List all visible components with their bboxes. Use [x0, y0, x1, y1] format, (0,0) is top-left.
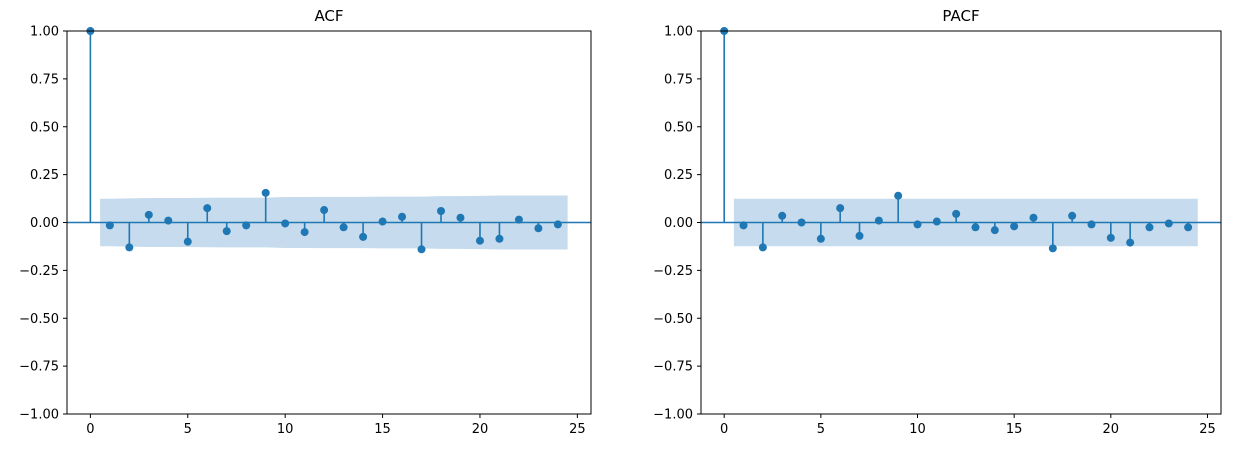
acf-marker-16	[398, 212, 407, 221]
pacf-marker-6	[836, 204, 845, 213]
acf-marker-14	[359, 232, 368, 241]
acf-marker-23	[534, 224, 543, 233]
acf-marker-22	[514, 215, 523, 224]
pacf-marker-11	[932, 217, 941, 226]
pacf-marker-16	[1029, 213, 1038, 222]
acf-marker-17	[417, 245, 426, 254]
acf-ytick-label: −1.00	[19, 408, 59, 423]
pacf-ytick-label: −0.75	[653, 360, 693, 375]
pacf-marker-19	[1087, 220, 1096, 229]
pacf-title: PACF	[942, 7, 979, 25]
acf-marker-18	[437, 207, 446, 216]
acf-xtick-label: 25	[569, 422, 586, 437]
acf-marker-21	[495, 234, 504, 243]
acf-ytick-label: 0.00	[30, 216, 59, 231]
pacf-marker-2	[758, 243, 767, 252]
pacf-ytick-label: 0.00	[664, 216, 693, 231]
acf-marker-19	[456, 213, 465, 222]
pacf-xtick-label: 25	[1199, 422, 1216, 437]
acf-marker-12	[320, 206, 329, 215]
pacf-xtick-label: 15	[1006, 422, 1023, 437]
acf-ytick-label: 0.25	[30, 168, 59, 183]
acf-xtick-label: 20	[472, 422, 489, 437]
pacf-ytick-label: 0.25	[664, 168, 693, 183]
acf-title: ACF	[314, 7, 343, 25]
pacf-marker-8	[874, 216, 883, 225]
acf-marker-5	[183, 237, 192, 246]
pacf-marker-21	[1126, 238, 1135, 247]
pacf-marker-1	[739, 221, 748, 230]
acf-marker-3	[144, 210, 153, 219]
pacf-marker-3	[778, 211, 787, 220]
pacf-marker-10	[913, 220, 922, 229]
pacf-ytick-label: −0.25	[653, 264, 693, 279]
acf-marker-10	[281, 219, 290, 228]
acf-ytick-label: 0.50	[30, 120, 59, 135]
pacf-xtick-label: 20	[1103, 422, 1120, 437]
pacf-xtick-label: 5	[817, 422, 825, 437]
acf-ytick-label: 0.75	[30, 72, 59, 87]
pacf-xtick-label: 10	[909, 422, 926, 437]
pacf-chart-panel: −1.00 −0.75 −0.50 −0.25 0.00 0.25 0.50 0.75 1.00…	[653, 7, 1222, 437]
acf-xtick-label: 10	[277, 422, 294, 437]
pacf-ytick-label: 1.00	[664, 25, 693, 40]
acf-ytick-label: −0.25	[19, 264, 59, 279]
pacf-marker-24	[1184, 223, 1193, 232]
pacf-marker-5	[816, 234, 825, 243]
acf-xtick-label: 0	[86, 422, 94, 437]
pacf-marker-7	[855, 231, 864, 240]
pacf-marker-12	[952, 209, 961, 218]
pacf-marker-13	[971, 223, 980, 232]
pacf-marker-22	[1145, 223, 1154, 232]
acf-marker-4	[164, 216, 173, 225]
acf-xtick-label: 5	[184, 422, 192, 437]
pacf-marker-18	[1068, 211, 1077, 220]
acf-xtick-label: 15	[374, 422, 391, 437]
acf-ytick-label: 1.00	[30, 25, 59, 40]
acf-marker-7	[222, 227, 231, 236]
acf-marker-2	[125, 243, 134, 252]
acf-ytick-label: −0.75	[19, 360, 59, 375]
acf-marker-8	[242, 221, 251, 230]
acf-marker-24	[553, 220, 562, 229]
acf-marker-15	[378, 217, 387, 226]
acf-ytick-label: −0.50	[19, 312, 59, 327]
pacf-ytick-label: 0.50	[664, 120, 693, 135]
pacf-marker-15	[1010, 222, 1019, 231]
pacf-marker-17	[1048, 244, 1057, 253]
pacf-marker-23	[1164, 219, 1173, 228]
pacf-xtick-label: 0	[720, 422, 728, 437]
pacf-ytick-label: −0.50	[653, 312, 693, 327]
pacf-marker-9	[894, 191, 903, 200]
acf-chart-panel: −1.00 −0.75 −0.50 −0.25 0.00 0.25 0.50 0.75 1.00…	[19, 7, 592, 437]
pacf-marker-4	[797, 218, 806, 227]
acf-marker-20	[475, 236, 484, 245]
pacf-ytick-label: −1.00	[653, 408, 693, 423]
pacf-ytick-label: 0.75	[664, 72, 693, 87]
acf-marker-1	[105, 221, 114, 230]
acf-marker-6	[203, 204, 212, 213]
acf-marker-13	[339, 223, 348, 232]
acf-marker-11	[300, 228, 309, 237]
acf-marker-9	[261, 188, 270, 197]
pacf-marker-14	[990, 226, 999, 235]
pacf-marker-20	[1106, 233, 1115, 242]
